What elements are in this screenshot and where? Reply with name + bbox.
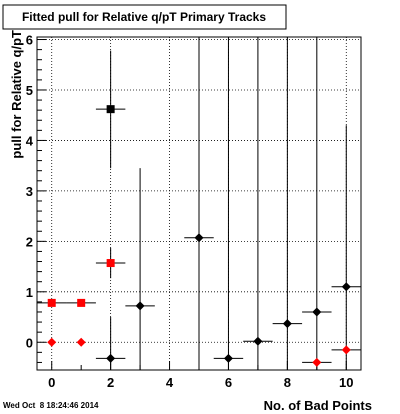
- square-marker: [106, 105, 115, 114]
- diamond-marker: [341, 282, 351, 292]
- data-point-diamond: [184, 37, 214, 370]
- y-tick-label: 2: [26, 234, 33, 249]
- diamond-marker: [282, 319, 292, 329]
- data-point-diamond: [331, 125, 361, 370]
- data-point-square: [95, 50, 126, 169]
- data-point-diamond: [125, 168, 155, 370]
- title-box-frame: [2, 4, 287, 30]
- data-point-diamond: [302, 37, 332, 370]
- data-point-diamond: [331, 345, 361, 355]
- diamond-marker: [223, 353, 233, 363]
- y-axis-label: pull for Relative q/pT: [9, 30, 24, 159]
- y-tick-label: 5: [26, 83, 33, 98]
- x-tick-label: 0: [48, 375, 55, 390]
- square-marker: [77, 298, 86, 307]
- data-point-diamond: [47, 337, 57, 347]
- x-tick-labels: 0 2 4 6 8 10: [48, 375, 353, 390]
- diamond-marker: [341, 345, 351, 355]
- y-tick-label: 6: [26, 33, 33, 48]
- data-point-square: [95, 247, 126, 279]
- y-tick-label: 1: [26, 285, 33, 300]
- diamond-marker: [76, 337, 86, 347]
- timestamp-footer: Wed Oct 8 18:24:46 2014: [3, 401, 99, 410]
- data-marks: [37, 37, 361, 370]
- y-tick-label: 4: [26, 133, 34, 148]
- x-tick-label: 2: [107, 375, 114, 390]
- data-point-diamond: [272, 37, 303, 370]
- y-tick-label: 3: [26, 184, 33, 199]
- data-point-square: [37, 298, 67, 307]
- data-point-diamond: [243, 37, 273, 370]
- x-tick-label: 6: [225, 375, 232, 390]
- data-point-diamond: [76, 337, 86, 347]
- x-tick-label: 4: [166, 375, 174, 390]
- diamond-marker: [47, 337, 57, 347]
- square-marker: [47, 298, 56, 307]
- diamond-marker: [253, 336, 263, 346]
- diamond-marker: [312, 357, 322, 367]
- diamond-marker: [106, 353, 116, 363]
- x-axis-label: No. of Bad Points: [264, 398, 372, 413]
- title-box: Fitted pull for Relative q/pT Primary Tr…: [2, 4, 287, 30]
- diamond-marker: [312, 307, 322, 317]
- y-tick-label: 0: [26, 335, 33, 350]
- diamond-marker: [194, 233, 204, 243]
- diamond-marker: [135, 301, 145, 311]
- x-tick-label: 10: [339, 375, 353, 390]
- x-tick-label: 8: [284, 375, 291, 390]
- data-point-square: [66, 298, 96, 307]
- data-point-diamond: [213, 37, 244, 370]
- chart-title: Fitted pull for Relative q/pT Primary Tr…: [22, 10, 266, 24]
- y-tick-labels: 0 1 2 3 4 5 6: [26, 33, 34, 351]
- square-marker: [106, 259, 115, 268]
- data-point-diamond: [95, 317, 126, 370]
- data-point-diamond: [302, 357, 332, 367]
